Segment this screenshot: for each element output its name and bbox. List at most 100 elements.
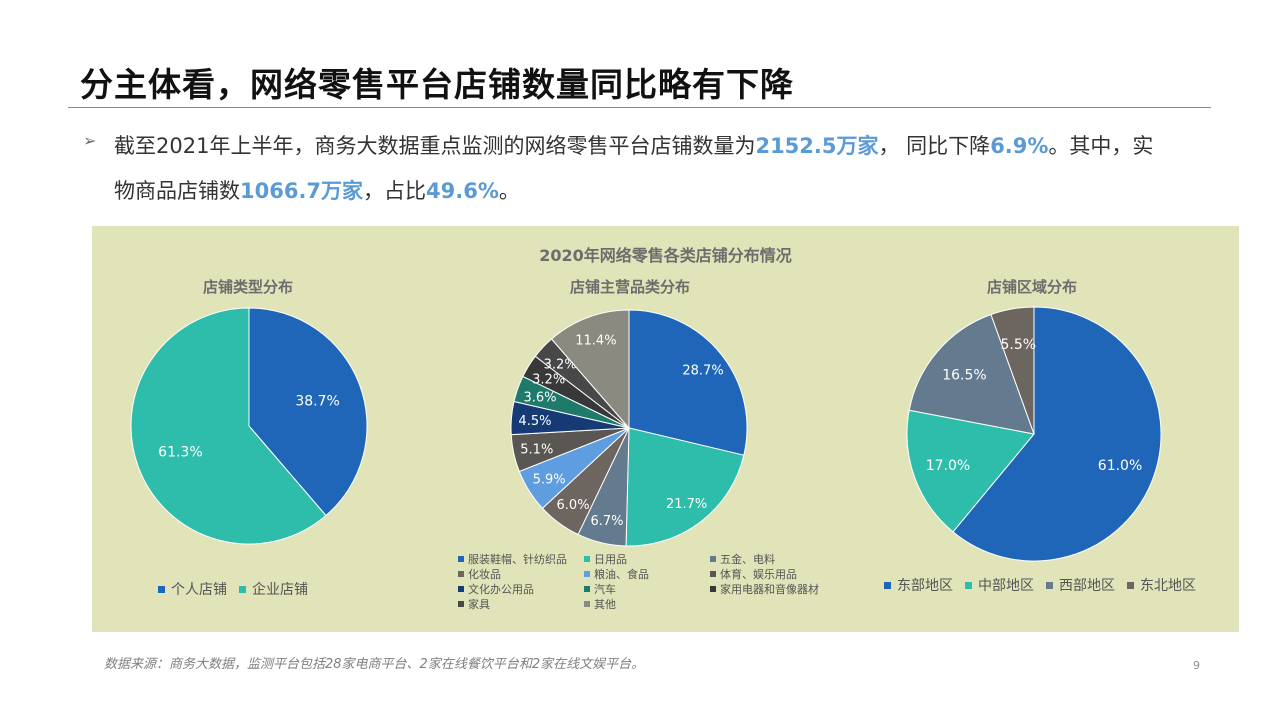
pie2-slice — [625, 427, 745, 547]
legend-label: 日用品 — [594, 553, 627, 566]
legend-swatch — [710, 586, 716, 592]
legend-swatch — [458, 601, 464, 607]
legend-swatch — [584, 586, 590, 592]
legend-label: 汽车 — [594, 583, 616, 596]
pie3-slice — [908, 313, 1035, 435]
legend-swatch — [1127, 581, 1134, 589]
pie3-legend: 东部地区 中部地区 西部地区 东北地区 — [884, 575, 1208, 595]
legend-label: 文化办公用品 — [468, 583, 534, 596]
legend-item: 服装鞋帽、针纺织品 — [458, 551, 567, 567]
pie2-subtitle: 店铺主营品类分布 — [569, 278, 690, 296]
pie3-data-label: 61.0% — [1098, 458, 1142, 474]
legend-item: 家具 — [458, 596, 490, 612]
legend-item: 日用品 — [584, 551, 627, 567]
pie2-data-label: 3.6% — [523, 391, 556, 406]
legend-label: 家具 — [468, 598, 490, 611]
summary-text: 截至2021年上半年，商务大数据重点监测的网络零售平台店铺数量为 — [114, 134, 756, 158]
pie2-slice — [550, 309, 630, 430]
chart-title: 2020年网络零售各类店铺分布情况 — [539, 246, 792, 265]
pie-charts: 38.7% 61.3% 28.7% 21.7% 6.7%6.0% 5.9% 5.1% 4.5%… — [130, 306, 1162, 562]
legend-label: 其他 — [594, 598, 616, 611]
legend-swatch — [584, 556, 590, 562]
legend-item: 中部地区 — [965, 575, 1034, 595]
summary-text: ， 同比下降 — [878, 134, 991, 158]
pie2-data-label: 3.2% — [544, 357, 577, 372]
summary-text: ，占比 — [363, 179, 427, 203]
pie1-data-label: 61.3% — [158, 444, 202, 460]
legend-label: 服装鞋帽、针纺织品 — [468, 553, 567, 566]
legend-swatch — [584, 601, 590, 607]
title-divider — [68, 107, 1211, 108]
page-number: 9 — [1193, 659, 1200, 672]
legend-swatch — [884, 581, 891, 589]
pie1-slice — [130, 307, 327, 545]
legend-swatch — [710, 571, 716, 577]
highlight-value: 2152.5万家 — [755, 134, 879, 158]
pie3-subtitle: 店铺区域分布 — [986, 278, 1077, 296]
legend-label: 个人店铺 — [171, 582, 227, 598]
legend-label: 粮油、食品 — [594, 568, 649, 581]
legend-swatch — [1046, 581, 1053, 589]
pie2-data-label: 4.5% — [518, 414, 551, 429]
legend-swatch — [965, 581, 972, 589]
legend-swatch — [584, 571, 590, 577]
pie1-data-label: 38.7% — [295, 394, 339, 410]
summary-text: 。 — [498, 179, 520, 203]
legend-item: 五金、电料 — [710, 551, 775, 567]
legend-item: 家用电器和音像器材 — [710, 581, 819, 597]
pie2-data-label: 5.1% — [520, 442, 553, 457]
pie2-data-label: 6.0% — [557, 498, 590, 513]
legend-label: 体育、娱乐用品 — [720, 568, 797, 581]
legend-label: 家用电器和音像器材 — [720, 583, 819, 596]
legend-swatch — [710, 556, 716, 562]
legend-label: 企业店铺 — [252, 582, 308, 598]
legend-label: 东部地区 — [897, 578, 953, 594]
pie2-slice — [628, 309, 748, 456]
data-source-note: 数据来源：商务大数据，监测平台包括28家电商平台、2家在线餐饮平台和2家在线文娱… — [104, 657, 645, 672]
highlight-value: 6.9% — [990, 134, 1049, 158]
legend-item: 粮油、食品 — [584, 566, 649, 582]
legend-item: 体育、娱乐用品 — [710, 566, 797, 582]
pie2-data-label: 3.2% — [532, 372, 565, 387]
legend-label: 中部地区 — [978, 578, 1034, 594]
highlight-value: 1066.7万家 — [240, 179, 364, 203]
pie2-data-label: 6.7% — [590, 514, 623, 529]
legend-item: 个人店铺 — [158, 579, 227, 599]
legend-item: 其他 — [584, 596, 616, 612]
legend-swatch — [458, 571, 464, 577]
pie3-data-label: 5.5% — [1000, 337, 1036, 353]
legend-item: 化妆品 — [458, 566, 501, 582]
arrow-right-icon: ➢ — [83, 131, 97, 150]
legend-item: 西部地区 — [1046, 575, 1115, 595]
pie2-data-label: 28.7% — [682, 363, 723, 378]
summary-paragraph: 截至2021年上半年，商务大数据重点监测的网络零售平台店铺数量为2152.5万家… — [114, 124, 1154, 214]
pie2-data-label: 11.4% — [575, 334, 616, 349]
pie3-data-label: 17.0% — [926, 458, 970, 474]
pie3-data-label: 16.5% — [942, 368, 986, 384]
legend-label: 化妆品 — [468, 568, 501, 581]
pie1-slice — [248, 307, 368, 517]
pie3-slice — [906, 409, 1035, 533]
pie3-slice — [952, 306, 1162, 562]
legend-swatch — [239, 585, 246, 593]
summary-text: 。其中，实物商品店铺数 — [114, 134, 1154, 203]
legend-label: 五金、电料 — [720, 553, 775, 566]
pie1-legend: 个人店铺 企业店铺 — [158, 579, 320, 599]
highlight-value: 49.6% — [426, 179, 499, 203]
legend-swatch — [458, 556, 464, 562]
legend-item: 东北地区 — [1127, 575, 1196, 595]
pie1-subtitle: 店铺类型分布 — [202, 278, 293, 296]
legend-swatch — [158, 585, 165, 593]
legend-label: 东北地区 — [1140, 578, 1196, 594]
legend-item: 汽车 — [584, 581, 616, 597]
legend-item: 东部地区 — [884, 575, 953, 595]
pie2-data-label: 21.7% — [666, 497, 707, 512]
chart-panel: 2020年网络零售各类店铺分布情况 店铺类型分布 店铺主营品类分布 店铺区域分布… — [92, 226, 1239, 632]
slide-title: 分主体看，网络零售平台店铺数量同比略有下降 — [80, 65, 794, 104]
legend-label: 西部地区 — [1059, 578, 1115, 594]
legend-item: 文化办公用品 — [458, 581, 534, 597]
pie2-data-label: 5.9% — [533, 472, 566, 487]
legend-swatch — [458, 586, 464, 592]
pie3-slice — [990, 306, 1035, 435]
legend-item: 企业店铺 — [239, 579, 308, 599]
